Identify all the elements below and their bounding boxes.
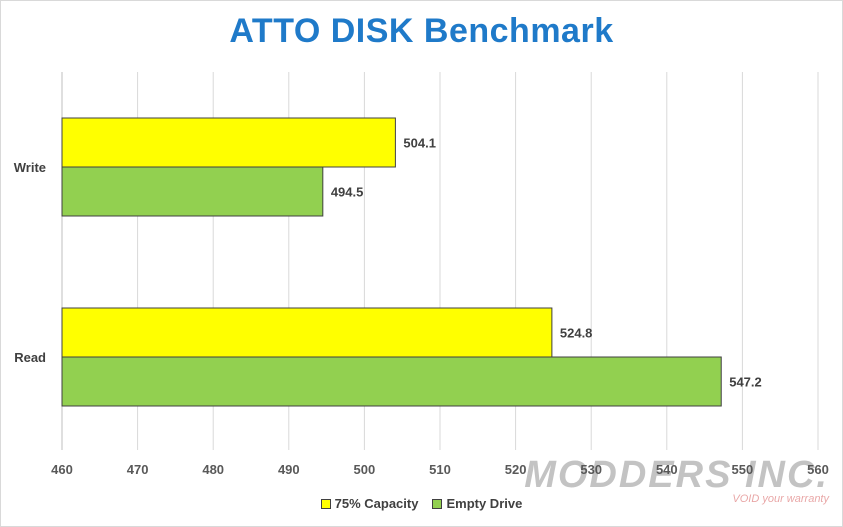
legend-item-empty-drive: Empty Drive	[432, 496, 522, 511]
category-label: Read	[14, 350, 46, 365]
data-label: 504.1	[403, 136, 436, 151]
legend: 75% Capacity Empty Drive	[0, 496, 843, 511]
data-label: 494.5	[331, 185, 364, 200]
x-tick-label: 530	[580, 462, 602, 477]
x-tick-label: 470	[127, 462, 149, 477]
x-tick-label: 480	[202, 462, 224, 477]
watermark-text: MODDERS INC.	[524, 454, 829, 496]
bar-write-0	[61, 117, 396, 168]
data-label: 547.2	[729, 375, 762, 390]
watermark-subtext: VOID your warranty	[732, 493, 829, 505]
bar-read-1	[61, 356, 722, 407]
x-tick-label: 520	[505, 462, 527, 477]
x-tick-label: 500	[354, 462, 376, 477]
x-tick-label: 560	[807, 462, 829, 477]
watermark-logo: MODDERS INC. VOID your warranty	[524, 456, 829, 505]
x-tick-label: 550	[732, 462, 754, 477]
legend-swatch-75-capacity	[320, 498, 331, 509]
x-tick-label: 510	[429, 462, 451, 477]
data-label: 524.8	[560, 326, 593, 341]
bar-write-1	[61, 166, 324, 217]
labels: 460 470 480 490 500 510 520 530 540 550 560 Write Re…	[14, 136, 829, 478]
x-tick-label: 490	[278, 462, 300, 477]
bars	[61, 117, 722, 407]
legend-item-75-capacity: 75% Capacity	[320, 496, 419, 511]
legend-label-75-capacity: 75% Capacity	[334, 496, 419, 511]
x-tick-label: 460	[51, 462, 73, 477]
category-label: Write	[14, 160, 46, 175]
chart-title: ATTO DISK Benchmark	[229, 12, 614, 50]
bar-read-0	[61, 307, 553, 358]
x-tick-label: 540	[656, 462, 678, 477]
legend-swatch-empty-drive	[432, 498, 443, 509]
legend-label-empty-drive: Empty Drive	[446, 496, 523, 511]
